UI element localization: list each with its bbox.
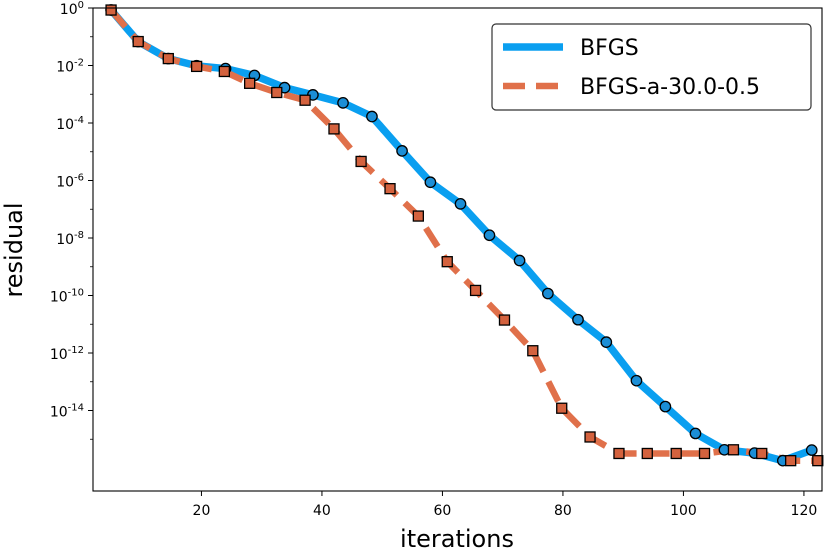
x-tick-label: 60 — [434, 503, 452, 519]
legend-label-bfgs: BFGS — [580, 36, 639, 61]
bfgs-a-point — [243, 77, 256, 89]
x-tick-label: 80 — [554, 503, 572, 519]
y-tick-label: 10-14 — [50, 403, 84, 421]
legend-label-bfgs-a: BFGS-a-30.0-0.5 — [580, 75, 760, 100]
y-tick-label: 10-6 — [56, 173, 84, 191]
bfgs-a-point — [384, 183, 396, 195]
y-tick-exponent: -2 — [74, 58, 84, 69]
plot-frame — [92, 7, 823, 492]
y-tick-base: 10 — [60, 2, 78, 18]
y-tick-base: 10 — [56, 60, 74, 76]
x-tick-label: 120 — [791, 503, 818, 519]
y-tick-exponent: -4 — [74, 115, 84, 126]
y-tick-exponent: -8 — [74, 230, 84, 241]
series-layer — [105, 4, 824, 467]
y-axis-title: residual — [0, 202, 28, 297]
y-tick-base: 10 — [50, 347, 68, 363]
bfgs-a-point — [299, 94, 311, 106]
x-tick-label: 20 — [193, 503, 211, 519]
bfgs-point — [805, 444, 818, 456]
bfgs-a-point — [727, 444, 740, 456]
bfgs-point — [366, 110, 378, 123]
y-tick-base: 10 — [50, 405, 68, 421]
bfgs-point — [600, 336, 613, 348]
y-tick-exponent: -6 — [74, 173, 84, 184]
bfgs-a-point — [271, 86, 283, 99]
bfgs-point — [483, 229, 496, 242]
bfgs-point — [572, 313, 584, 326]
y-tick-exponent: -14 — [68, 403, 84, 414]
y-tick-label: 100 — [60, 0, 84, 18]
legend: BFGS BFGS-a-30.0-0.5 — [491, 23, 812, 111]
bfgs-a-point — [641, 447, 653, 460]
x-axis-title: iterations — [400, 525, 514, 553]
bfgs-a-point — [756, 447, 768, 460]
bfgs-a-point — [190, 60, 203, 73]
x-axis-ticks: 20 40 60 80 100 120 — [193, 491, 818, 519]
y-tick-label: 10-4 — [56, 115, 84, 133]
y-tick-label: 10-8 — [56, 230, 84, 248]
y-tick-base: 10 — [56, 117, 74, 133]
bfgs-a-point — [412, 210, 424, 222]
bfgs-a-point — [527, 345, 539, 357]
bfgs-a-point — [556, 402, 568, 414]
bfgs-a-point — [812, 455, 824, 467]
bfgs-a-point — [355, 155, 367, 168]
bfgs-a-point — [785, 455, 797, 467]
bfgs-a-point — [469, 284, 482, 297]
x-tick-label: 40 — [313, 503, 331, 519]
bfgs-point — [659, 400, 672, 413]
y-tick-exponent: -12 — [68, 345, 84, 356]
bfgs-a-point — [218, 65, 230, 78]
y-tick-label: 10-10 — [50, 288, 84, 306]
bfgs-point — [542, 287, 554, 300]
y-tick-base: 10 — [56, 232, 74, 248]
bfgs-a-point — [105, 4, 117, 16]
bfgs-a-point — [498, 314, 511, 326]
bfgs-point — [337, 97, 349, 109]
bfgs-a-point — [613, 447, 625, 460]
bfgs-a-point — [162, 52, 174, 65]
bfgs-a-point — [441, 256, 453, 268]
bfgs-point — [454, 198, 467, 210]
y-tick-base: 10 — [50, 290, 68, 306]
bfgs-point — [630, 374, 643, 387]
bfgs-point — [396, 145, 408, 157]
y-tick-exponent: -10 — [68, 288, 84, 299]
bfgs-point — [513, 254, 526, 267]
y-tick-base: 10 — [56, 175, 74, 191]
y-tick-label: 10-12 — [50, 345, 84, 363]
x-tick-label: 100 — [670, 503, 697, 519]
bfgs-a-point — [698, 447, 711, 460]
bfgs-point — [689, 427, 702, 440]
y-tick-label: 10-2 — [56, 58, 84, 76]
bfgs-a-point — [584, 431, 596, 443]
legend-box — [491, 23, 812, 111]
bfgs-a-point — [670, 447, 682, 460]
y-tick-exponent: 0 — [78, 0, 84, 11]
bfgs-point — [424, 176, 437, 189]
bfgs-a-point — [132, 35, 144, 48]
bfgs-a-point — [328, 123, 340, 135]
